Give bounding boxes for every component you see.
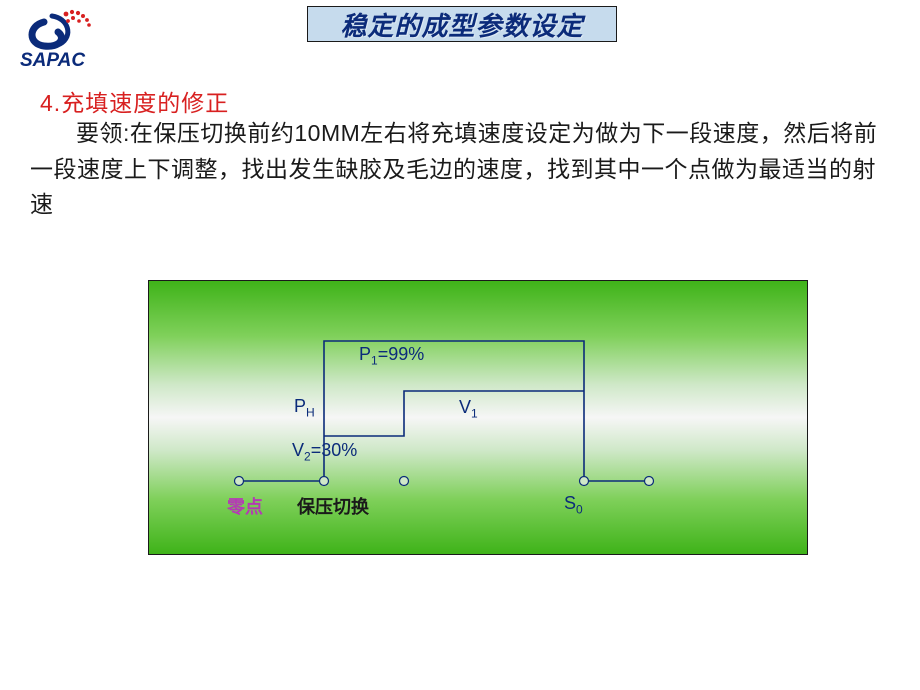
section-number: 4. [40, 90, 61, 116]
logo-swirl-icon [32, 16, 68, 46]
label-baoya: 保压切换 [297, 493, 369, 519]
label-p1: P1=99% [359, 344, 424, 368]
fill-speed-diagram: P1=99% V2=30% PH V1 零点 保压切换 S0 [148, 280, 808, 555]
section-heading: 4.充填速度的修正 [40, 84, 229, 118]
label-ph: PH [294, 396, 315, 420]
label-v1: V1 [459, 397, 478, 421]
label-v2: V2=30% [292, 440, 357, 464]
label-s0: S0 [564, 493, 583, 517]
label-zero: 零点 [227, 493, 263, 519]
sapac-logo: SAPAC [18, 8, 108, 70]
body-text: 要领:在保压切换前约10MM左右将充填速度设定为做为下一段速度，然后将前一段速度… [30, 116, 890, 223]
slide-title-box: 稳定的成型参数设定 [307, 6, 617, 42]
section-title: 充填速度的修正 [61, 90, 229, 116]
slide-title: 稳定的成型参数设定 [340, 6, 583, 43]
logo-text: SAPAC [20, 50, 85, 70]
